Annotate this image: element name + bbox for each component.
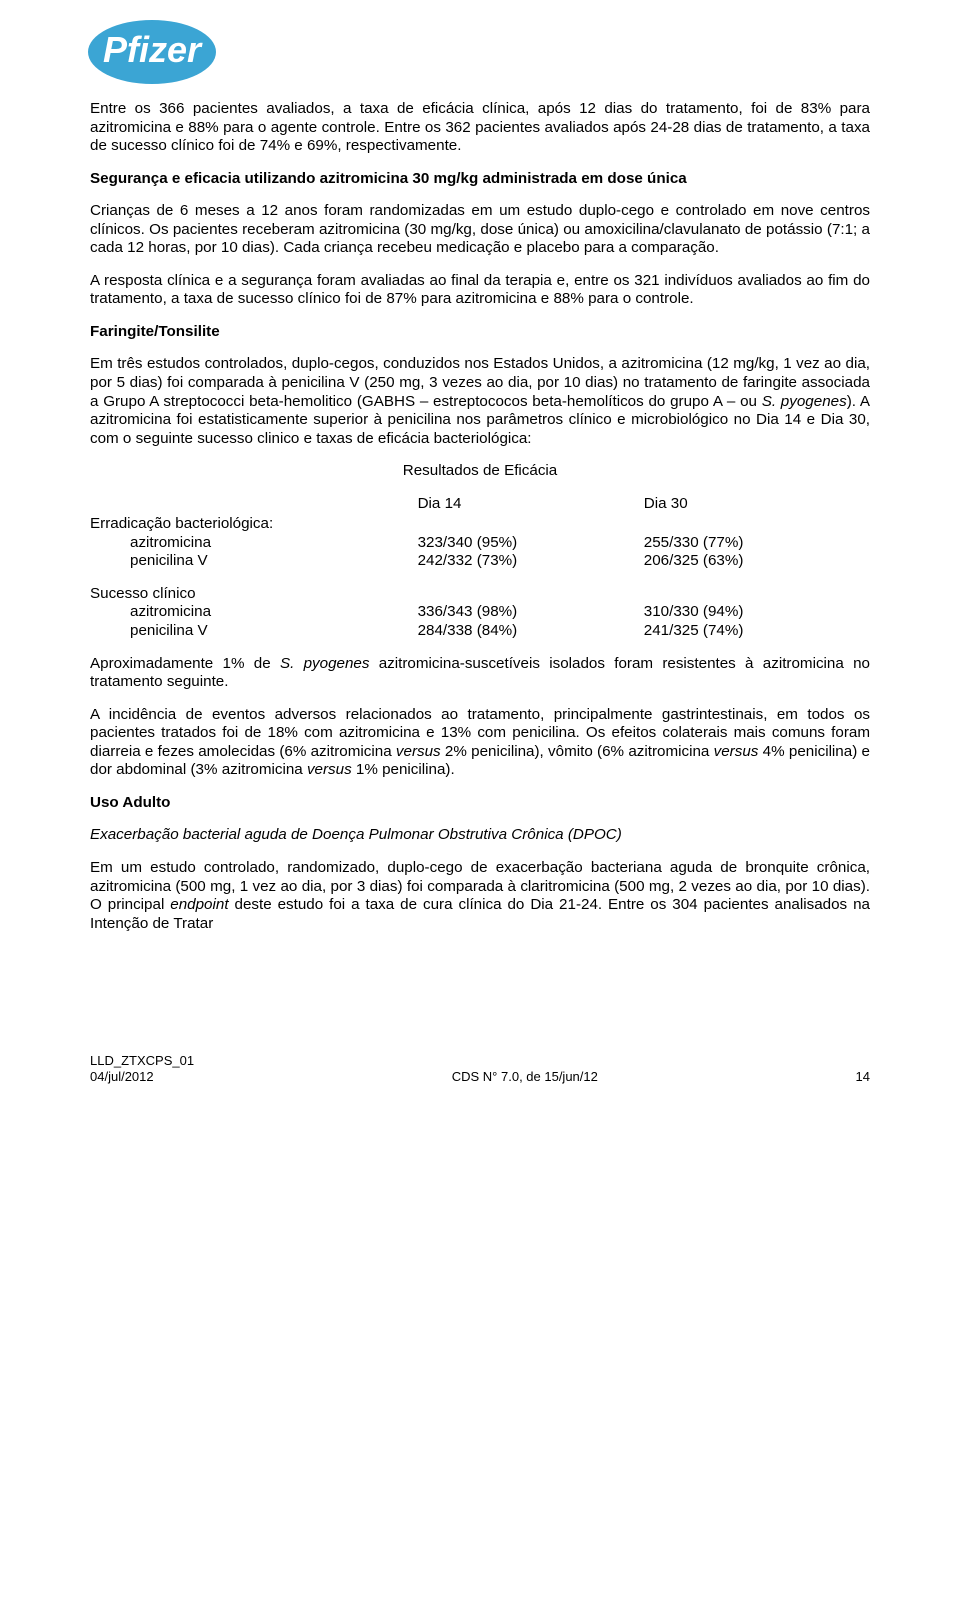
cell: 323/340 (95%) bbox=[418, 534, 644, 553]
row-label: penicilina V bbox=[90, 622, 208, 641]
row-label: azitromicina bbox=[90, 534, 211, 553]
footer-page-number: 14 bbox=[856, 1069, 870, 1085]
row-label: penicilina V bbox=[90, 552, 208, 571]
footer-cds: CDS N° 7.0, de 15/jun/12 bbox=[194, 1069, 855, 1085]
cell: 206/325 (63%) bbox=[644, 552, 870, 571]
table-row: penicilina V 284/338 (84%) 241/325 (74%) bbox=[90, 622, 870, 641]
cell: 284/338 (84%) bbox=[418, 622, 644, 641]
table-row: Erradicação bacteriológica: bbox=[90, 515, 870, 534]
paragraph: Entre os 366 pacientes avaliados, a taxa… bbox=[90, 100, 870, 156]
paragraph: A resposta clínica e a segurança foram a… bbox=[90, 272, 870, 309]
group-label: Sucesso clínico bbox=[90, 585, 418, 604]
table-row: Sucesso clínico bbox=[90, 585, 870, 604]
section-heading-uso-adulto: Uso Adulto bbox=[90, 794, 870, 813]
col-header-day14: Dia 14 bbox=[418, 495, 644, 516]
pfizer-logo: Pfizer bbox=[86, 18, 218, 86]
efficacy-table: Dia 14 Dia 30 Erradicação bacteriológica… bbox=[90, 495, 870, 571]
section-heading-seguranca: Segurança e eficacia utilizando azitromi… bbox=[90, 170, 870, 189]
page-footer: LLD_ZTXCPS_01 04/jul/2012 CDS N° 7.0, de… bbox=[90, 1053, 870, 1085]
paragraph: Em três estudos controlados, duplo-cegos… bbox=[90, 355, 870, 448]
footer-date: 04/jul/2012 bbox=[90, 1069, 194, 1085]
table-row: azitromicina 323/340 (95%) 255/330 (77%) bbox=[90, 534, 870, 553]
paragraph: A incidência de eventos adversos relacio… bbox=[90, 706, 870, 780]
footer-code: LLD_ZTXCPS_01 bbox=[90, 1053, 194, 1069]
cell: 310/330 (94%) bbox=[644, 603, 870, 622]
table-head-row: Dia 14 Dia 30 bbox=[90, 495, 870, 516]
cell: 336/343 (98%) bbox=[418, 603, 644, 622]
table-row: azitromicina 336/343 (98%) 310/330 (94%) bbox=[90, 603, 870, 622]
table-row: penicilina V 242/332 (73%) 206/325 (63%) bbox=[90, 552, 870, 571]
paragraph: Em um estudo controlado, randomizado, du… bbox=[90, 859, 870, 933]
col-header-day30: Dia 30 bbox=[644, 495, 870, 516]
cell: 255/330 (77%) bbox=[644, 534, 870, 553]
group-label: Erradicação bacteriológica: bbox=[90, 515, 418, 534]
efficacy-table-2: Sucesso clínico azitromicina 336/343 (98… bbox=[90, 585, 870, 641]
paragraph: Aproximadamente 1% de S. pyogenes azitro… bbox=[90, 655, 870, 692]
table-title: Resultados de Eficácia bbox=[90, 462, 870, 481]
cell: 242/332 (73%) bbox=[418, 552, 644, 571]
logo-text: Pfizer bbox=[103, 29, 203, 70]
row-label: azitromicina bbox=[90, 603, 211, 622]
cell: 241/325 (74%) bbox=[644, 622, 870, 641]
subheading-dpoc: Exacerbação bacterial aguda de Doença Pu… bbox=[90, 826, 870, 845]
paragraph: Crianças de 6 meses a 12 anos foram rand… bbox=[90, 202, 870, 258]
section-heading-faringite: Faringite/Tonsilite bbox=[90, 323, 870, 342]
